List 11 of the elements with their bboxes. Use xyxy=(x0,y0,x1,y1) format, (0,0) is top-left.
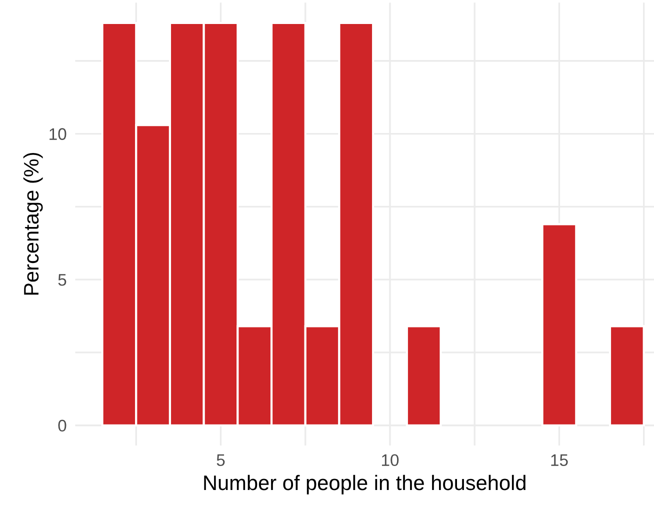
x-axis-title: Number of people in the household xyxy=(204,474,526,494)
x-tick-label: 5 xyxy=(216,454,225,466)
y-axis-title: Percentage (%) xyxy=(23,152,43,295)
bar xyxy=(406,325,442,426)
x-tick-label: 10 xyxy=(382,454,399,466)
y-tick-label: 0 xyxy=(58,420,66,432)
y-tick-label: 10 xyxy=(50,128,66,140)
y-tick-label: 5 xyxy=(58,274,66,286)
bar xyxy=(608,325,645,426)
bar xyxy=(541,223,578,426)
x-tick-label: 15 xyxy=(551,454,568,466)
